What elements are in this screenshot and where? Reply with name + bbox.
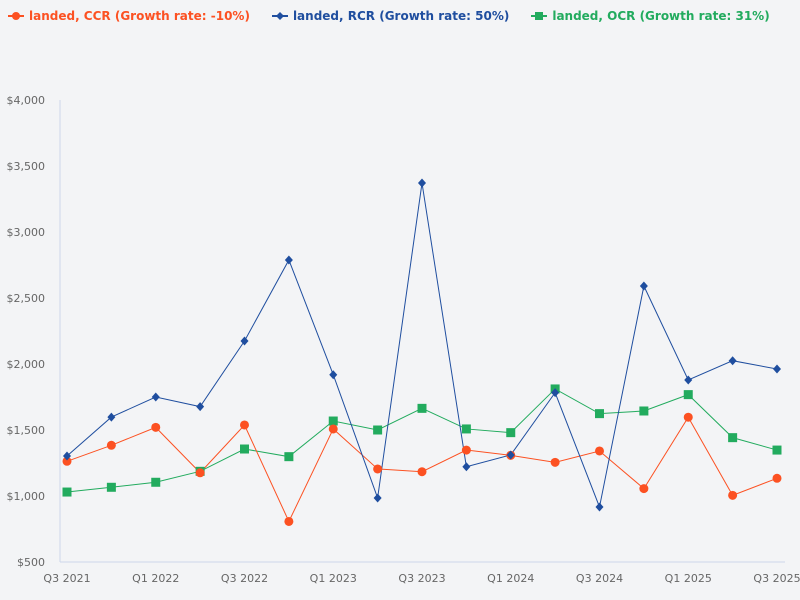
x-tick-label: Q1 2023 <box>310 572 357 585</box>
legend-label: landed, RCR (Growth rate: 50%) <box>292 9 510 23</box>
y-tick-label: $2,000 <box>7 358 46 371</box>
data-point <box>461 445 471 455</box>
legend-item[interactable]: landed, OCR (Growth rate: 31%) <box>531 9 770 23</box>
data-point <box>240 336 249 346</box>
data-point <box>328 416 338 426</box>
data-point <box>329 370 338 380</box>
legend-label: landed, CCR (Growth rate: -10%) <box>29 9 250 23</box>
data-point <box>151 477 161 487</box>
y-tick-label: $3,000 <box>7 226 46 239</box>
circle-marker-icon <box>8 12 24 20</box>
data-point <box>728 356 737 366</box>
data-point <box>373 464 383 474</box>
legend-label: landed, OCR (Growth rate: 31%) <box>552 9 770 23</box>
y-tick-label: $500 <box>17 556 45 569</box>
x-tick-label: Q3 2021 <box>43 572 90 585</box>
data-point <box>595 502 604 512</box>
data-point <box>551 388 560 398</box>
x-tick-label: Q3 2023 <box>398 572 445 585</box>
data-point <box>151 422 161 432</box>
data-point <box>639 406 649 416</box>
data-point <box>550 457 560 467</box>
data-point <box>417 403 427 413</box>
data-point <box>772 473 782 483</box>
data-point <box>772 445 782 455</box>
x-tick-label: Q3 2022 <box>221 572 268 585</box>
data-point <box>728 490 738 500</box>
legend: landed, CCR (Growth rate: -10%) landed, R… <box>8 9 770 23</box>
data-point <box>595 409 604 419</box>
data-point <box>506 450 515 460</box>
series-line-diamond <box>66 182 778 509</box>
x-tick-label: Q3 2025 <box>753 572 800 585</box>
y-tick-label: $4,000 <box>7 94 46 107</box>
data-point <box>683 390 693 400</box>
data-point <box>418 178 426 188</box>
data-point <box>373 425 383 435</box>
x-tick-label: Q1 2025 <box>665 572 712 585</box>
data-point <box>684 375 693 385</box>
data-point <box>106 482 116 492</box>
data-point <box>63 451 71 461</box>
data-point <box>462 462 471 472</box>
data-point <box>728 433 738 443</box>
x-tick-label: Q1 2024 <box>487 572 534 585</box>
data-point <box>595 446 604 456</box>
data-point <box>284 255 293 265</box>
diamond-marker-icon <box>271 12 288 20</box>
data-point <box>240 444 249 454</box>
y-tick-label: $3,500 <box>7 160 46 173</box>
x-tick-label: Q1 2022 <box>132 572 179 585</box>
data-point <box>773 364 781 374</box>
data-point <box>683 412 693 422</box>
data-point <box>639 484 649 494</box>
y-tick-label: $1,000 <box>7 490 46 503</box>
data-point <box>284 516 294 526</box>
legend-item[interactable]: landed, CCR (Growth rate: -10%) <box>8 9 250 23</box>
data-point <box>195 468 205 478</box>
y-tick-label: $2,500 <box>7 292 46 305</box>
x-tick-label: Q3 2024 <box>576 572 623 585</box>
legend-item[interactable]: landed, RCR (Growth rate: 50%) <box>271 9 510 23</box>
data-point <box>106 440 116 450</box>
data-point <box>240 420 249 430</box>
data-point <box>151 392 160 402</box>
data-point <box>373 493 382 503</box>
y-tick-label: $1,500 <box>7 424 46 437</box>
data-point <box>62 456 72 466</box>
data-point <box>196 402 205 412</box>
data-point <box>461 424 471 434</box>
square-marker-icon <box>531 12 548 20</box>
data-point <box>62 487 72 497</box>
data-point <box>328 424 338 434</box>
data-point <box>107 412 116 422</box>
data-point <box>506 428 516 438</box>
data-point <box>639 281 648 291</box>
data-point <box>417 467 427 477</box>
data-point <box>284 452 294 462</box>
